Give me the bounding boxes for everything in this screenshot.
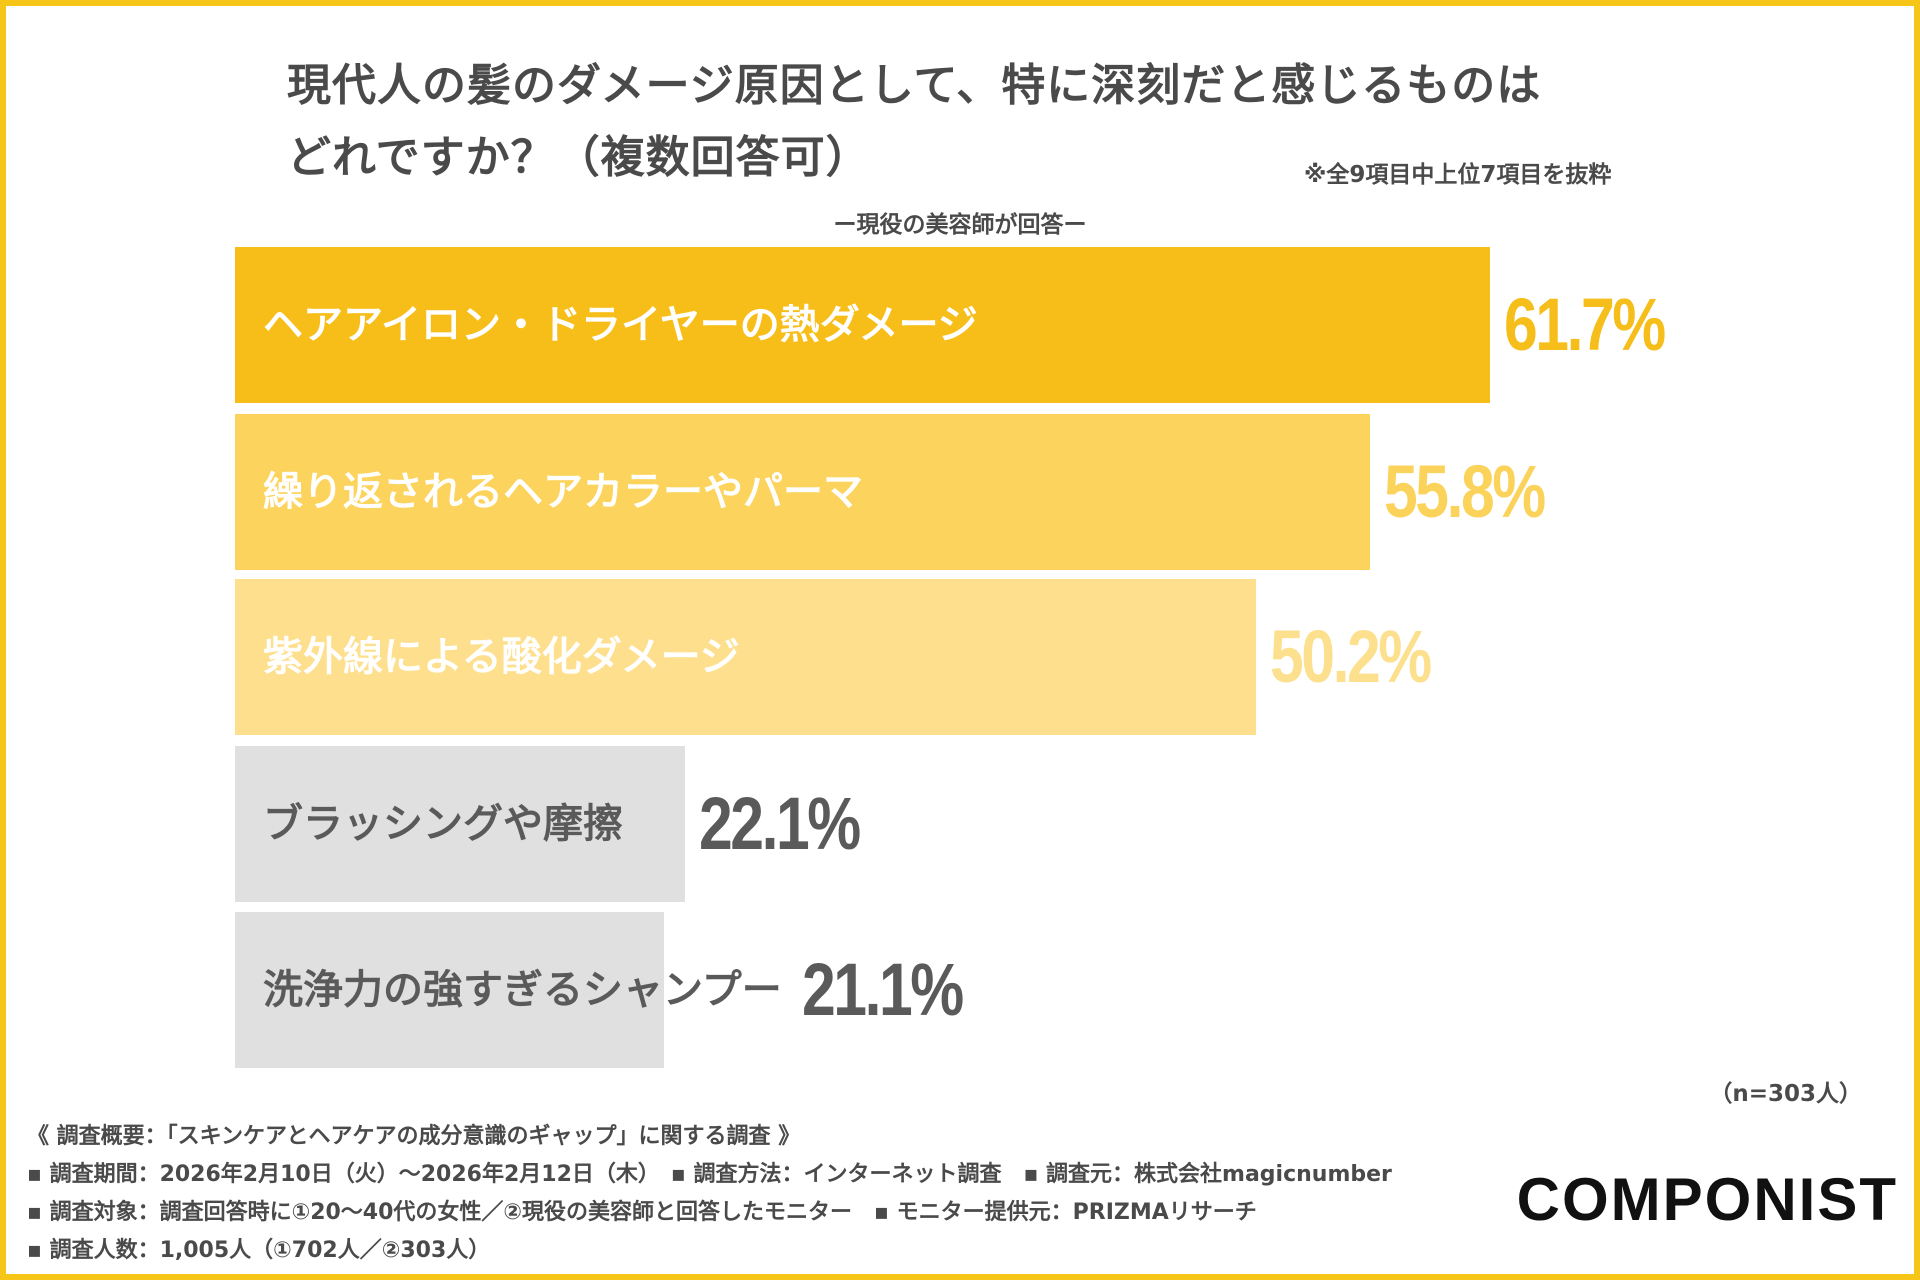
- sample-size: （n=303人）: [1709, 1081, 1862, 1107]
- bar-label: 洗浄力の強すぎるシャンプー: [263, 967, 782, 1013]
- survey-title: 《 調査概要：「スキンケアとヘアケアの成分意識のギャップ」に関する調査 》: [27, 1124, 801, 1149]
- title-line-1: 現代人の髪のダメージ原因として、特に深刻だと感じるものは: [287, 60, 1542, 111]
- data-label: 22.1%: [698, 782, 861, 865]
- bar: 繰り返されるヘアカラーやパーマ: [235, 414, 1370, 570]
- title-line-2: どれですか？（複数回答可）: [287, 132, 871, 183]
- bar: ブラッシングや摩擦: [235, 746, 685, 902]
- survey-summary: 《 調査概要：「スキンケアとヘアケアの成分意識のギャップ」に関する調査 》 ▪ …: [27, 1118, 1392, 1270]
- bar-label: ヘアアイロン・ドライヤーの熱ダメージ: [263, 302, 978, 348]
- bar-label: 繰り返されるヘアカラーやパーマ: [263, 469, 863, 515]
- chart-subtitle: ー現役の美容師が回答ー: [833, 212, 1087, 238]
- data-label: 55.8%: [1383, 450, 1546, 533]
- chart-note: ※全9項目中上位7項目を抜粋: [1304, 162, 1612, 188]
- bar: 洗浄力の強すぎるシャンプー: [235, 912, 782, 1068]
- bar-label: 紫外線による酸化ダメージ: [263, 634, 740, 680]
- survey-period: ▪ 調査期間：2026年2月10日（火）〜2026年2月12日（木） ▪ 調査方…: [27, 1162, 1392, 1187]
- data-label: 21.1%: [801, 948, 964, 1031]
- data-label: 50.2%: [1270, 615, 1432, 698]
- chart-title: 現代人の髪のダメージ原因として、特に深刻だと感じるものは どれですか？（複数回答…: [287, 50, 1541, 194]
- data-label: 61.7%: [1503, 283, 1666, 366]
- survey-target: ▪ 調査対象：調査回答時に①20〜40代の女性／②現役の美容師と回答したモニター…: [27, 1200, 1257, 1225]
- componist-logo: COMPONIST: [1516, 1166, 1898, 1233]
- bar: 紫外線による酸化ダメージ: [235, 579, 1257, 735]
- bar: ヘアアイロン・ドライヤーの熱ダメージ: [235, 247, 1490, 403]
- bar-label: ブラッシングや摩擦: [263, 801, 623, 847]
- survey-count: ▪ 調査人数：1,005人（①702人／②303人）: [27, 1238, 491, 1263]
